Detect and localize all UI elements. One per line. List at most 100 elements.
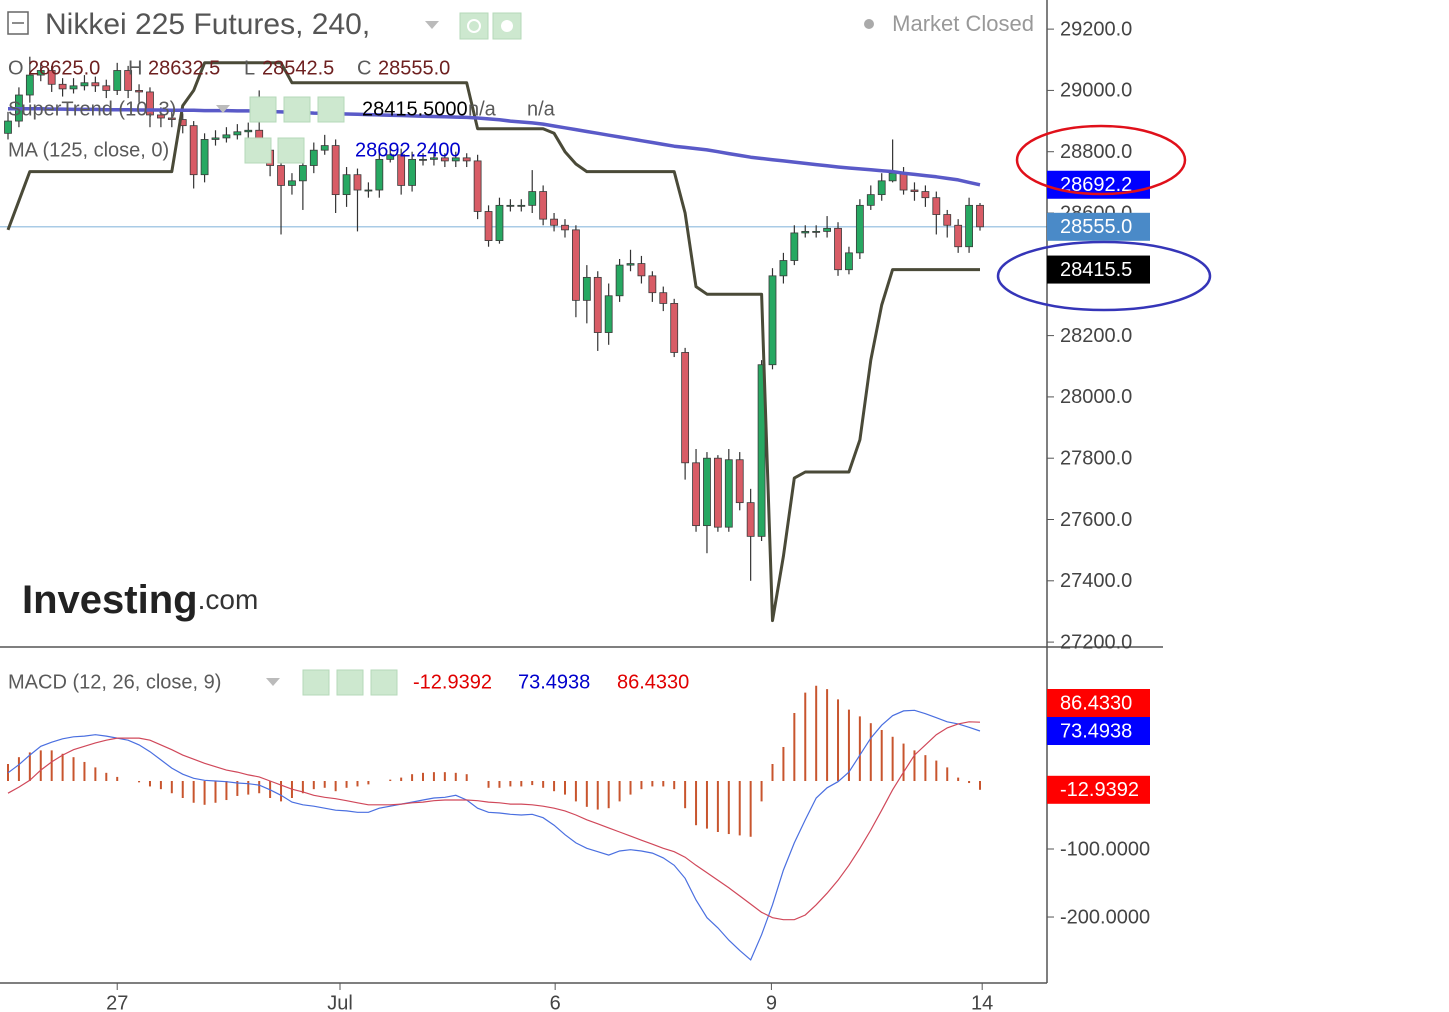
candle-body: [342, 174, 351, 196]
candle-body: [703, 457, 711, 527]
dropdown-arrow[interactable]: [425, 21, 439, 29]
candle-body: [550, 218, 558, 226]
price-badge-label: -12.9392: [1060, 779, 1139, 801]
candle-body: [888, 172, 897, 182]
watermark-domain: .com: [198, 584, 259, 615]
signal-line: [7, 721, 981, 921]
candle-body: [604, 295, 613, 333]
indicator-value: n/a: [527, 98, 556, 120]
candle-body: [866, 194, 875, 206]
candle-body: [25, 74, 34, 96]
candle-body: [561, 224, 569, 231]
candle-body: [146, 91, 154, 116]
candle-body: [921, 191, 930, 199]
candle-body: [615, 264, 624, 297]
remove-icon[interactable]: [317, 96, 345, 123]
price-badge-label: 86.4330: [1060, 692, 1132, 714]
ohlc-value: 28542.5: [262, 57, 334, 79]
candle-body: [801, 230, 810, 234]
watermark-brand: Investing: [22, 578, 198, 622]
candle-body: [954, 224, 963, 248]
dropdown-arrow[interactable]: [266, 678, 280, 686]
remove-icon[interactable]: [370, 669, 398, 696]
indicator-value: -12.9392: [413, 671, 492, 693]
indicator-value: n/a: [468, 98, 497, 120]
candle-body: [222, 134, 231, 139]
candle-body: [681, 352, 690, 464]
settings-icon[interactable]: [277, 137, 305, 164]
eye-icon[interactable]: [244, 137, 272, 164]
candle-body: [943, 214, 952, 226]
price-badge: [1047, 775, 1150, 804]
candle-body: [408, 158, 416, 186]
ohlc-value: 28632.5: [148, 57, 220, 79]
candle-body: [397, 154, 406, 186]
candle-body: [779, 260, 788, 277]
indicator-value: 73.4938: [518, 671, 590, 693]
axes: 29200.029000.028800.028600.028400.028200…: [106, 18, 1150, 1012]
candle-body: [375, 158, 384, 191]
candle-body: [386, 154, 395, 160]
candle-body: [910, 189, 919, 192]
candle-body: [320, 145, 329, 151]
candle-body: [189, 125, 198, 176]
candle-body: [768, 275, 777, 366]
settings-icon[interactable]: [283, 96, 311, 123]
y-tick-label: -100.0000: [1060, 838, 1150, 860]
candle-body: [473, 160, 482, 212]
candle-body: [440, 157, 449, 162]
x-tick-label: 27: [106, 992, 128, 1012]
candle-body: [790, 232, 799, 261]
ohlc-value: 28625.0: [28, 57, 100, 79]
eye-icon[interactable]: [249, 96, 277, 123]
y-tick-label: 27800.0: [1060, 447, 1132, 469]
x-tick-label: Jul: [327, 992, 353, 1012]
candle-body: [419, 158, 427, 161]
candle-body: [528, 191, 537, 206]
candle-body: [582, 276, 591, 301]
candle-body: [539, 191, 548, 220]
candle-body: [364, 189, 373, 192]
y-tick-label: 27200.0: [1060, 631, 1132, 653]
candle-body: [899, 172, 908, 191]
eye-icon[interactable]: [459, 12, 489, 40]
x-tick-label: 6: [550, 992, 561, 1012]
candle-body: [331, 145, 340, 196]
candle-body: [506, 204, 515, 207]
y-tick-label: 28200.0: [1060, 325, 1132, 347]
candle-body: [124, 70, 133, 91]
candle-body: [451, 157, 460, 162]
badges: 28692.2 28555.0 28415.5 -12.9392 73.4938 86.4…: [1047, 170, 1150, 804]
candle-body: [648, 275, 657, 294]
candle-body: [430, 157, 438, 160]
watermark: Investing.com: [22, 578, 258, 622]
ohlc-value: 28555.0: [378, 57, 450, 79]
x-tick-label: 14: [971, 992, 993, 1012]
candle-body: [4, 120, 12, 134]
status-dot: [864, 19, 874, 29]
candle-body: [976, 204, 984, 228]
collapse-icon[interactable]: [7, 11, 29, 35]
ohlc-key: C: [357, 57, 371, 79]
market-status: Market Closed: [892, 11, 1034, 36]
eye-icon[interactable]: [302, 669, 330, 696]
eye-glyph: [467, 19, 481, 33]
candle-body: [135, 90, 143, 93]
candle-body: [495, 204, 504, 241]
candle-body: [47, 70, 56, 85]
candle-body: [834, 227, 842, 271]
candle-body: [277, 165, 285, 186]
candle-body: [877, 180, 886, 196]
dropdown-arrow[interactable]: [216, 105, 230, 113]
candle-body: [156, 114, 165, 119]
indicator-value: 86.4330: [617, 671, 689, 693]
candle-body: [113, 70, 122, 91]
indicator-name: SuperTrend (10, 3): [8, 98, 176, 120]
settings-icon[interactable]: [336, 669, 364, 696]
candle-body: [845, 252, 853, 271]
candle-body: [102, 85, 111, 91]
candle-body: [58, 83, 67, 90]
candle-body: [484, 211, 493, 241]
candle-body: [69, 85, 78, 90]
